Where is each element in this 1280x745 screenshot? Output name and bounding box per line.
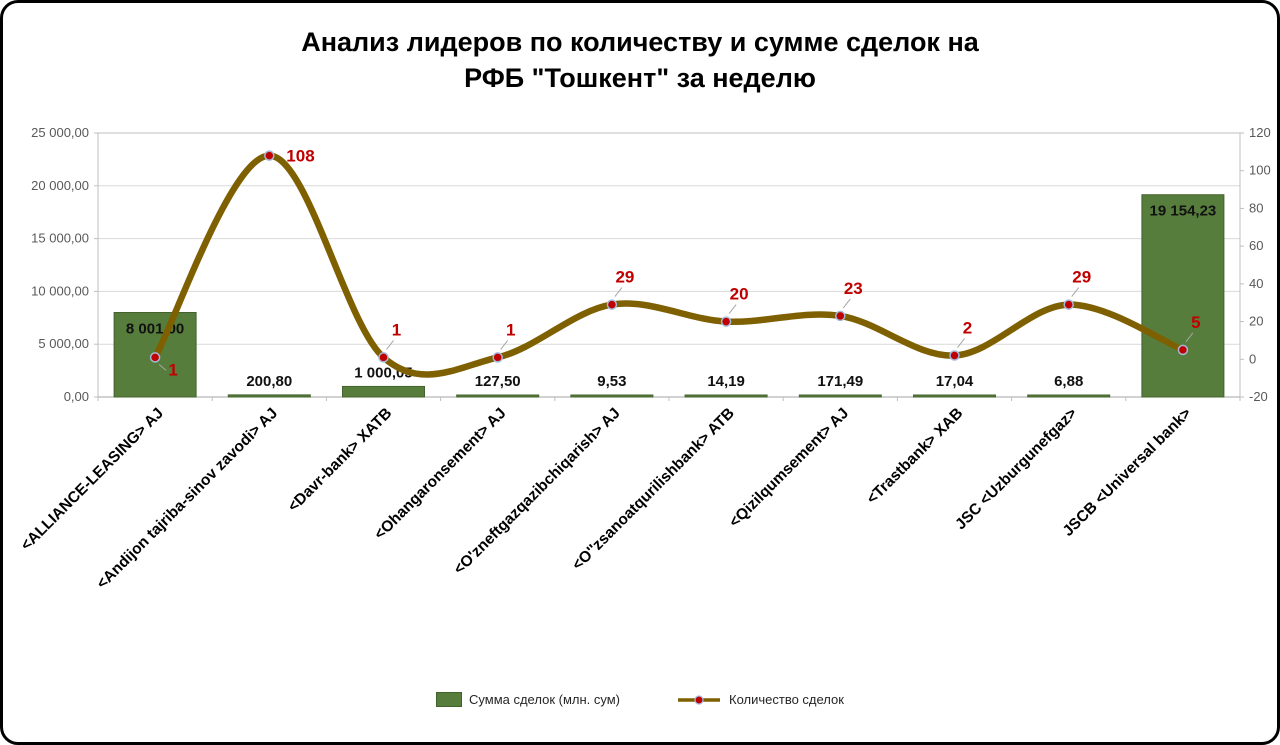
chart-title-line1: Анализ лидеров по количеству и сумме сде… bbox=[301, 27, 979, 57]
chart-canvas: 0,00 5 000,00 10 000,00 15 000,00 20 000,00 2… bbox=[18, 125, 1271, 593]
y-axis-tick-label-right: 120 bbox=[1249, 125, 1271, 140]
label-leader-line bbox=[386, 340, 394, 350]
y-axis-tick-label-right: 60 bbox=[1249, 238, 1263, 253]
chart-title: Анализ лидеров по количеству и сумме сде… bbox=[3, 25, 1277, 96]
y-axis-tick-label-left: 15 000,00 bbox=[31, 231, 89, 246]
label-leader-line bbox=[957, 338, 965, 349]
line-value-label: 2 bbox=[963, 319, 972, 338]
bar-value-label: 171,49 bbox=[817, 373, 863, 390]
y-axis-tick-label-right: -20 bbox=[1249, 389, 1268, 404]
line-marker bbox=[1063, 299, 1074, 311]
label-leader-line bbox=[500, 340, 509, 350]
label-leader-line bbox=[842, 298, 851, 309]
line-marker bbox=[720, 316, 732, 328]
legend-item-count: Количество сделок bbox=[676, 692, 844, 707]
bar bbox=[227, 394, 311, 398]
x-category-label: <Qizilqumsement> AJ bbox=[726, 405, 852, 531]
line-value-label: 20 bbox=[730, 285, 749, 304]
label-leader-line bbox=[728, 304, 737, 315]
y-axis-tick-label-left: 20 000,00 bbox=[31, 178, 89, 193]
bar bbox=[1141, 194, 1225, 398]
y-axis-tick-label-right: 0 bbox=[1249, 352, 1256, 367]
bar-value-label: 14,19 bbox=[707, 373, 745, 390]
chart-title-line2: РФБ "Тошкент" за неделю bbox=[464, 62, 816, 93]
line-value-label: 1 bbox=[506, 321, 515, 340]
x-category-label: <Ohangaronsement> AJ bbox=[371, 405, 509, 543]
line-value-label: 1 bbox=[392, 321, 401, 340]
line-marker bbox=[949, 350, 960, 362]
bar bbox=[570, 394, 654, 398]
legend-bar-swatch bbox=[436, 692, 463, 708]
legend-item-sum: Сумма сделок (млн. сум) bbox=[436, 692, 620, 708]
x-category-label: <Andijon tajriba-sinov zavodi> AJ bbox=[94, 405, 282, 593]
bar bbox=[684, 394, 768, 398]
line-value-label: 108 bbox=[286, 147, 314, 166]
bar-value-label: 19 154,23 bbox=[1150, 203, 1217, 220]
label-leader-line bbox=[158, 364, 167, 372]
bar-value-label: 6,88 bbox=[1054, 373, 1083, 390]
bar-value-label: 127,50 bbox=[475, 373, 521, 390]
label-leader-line bbox=[1185, 332, 1194, 343]
bar-value-label: 17,04 bbox=[936, 373, 974, 390]
bar bbox=[456, 394, 540, 398]
line-marker bbox=[264, 150, 275, 162]
line-marker bbox=[835, 310, 846, 322]
legend-label-sum: Сумма сделок (млн. сум) bbox=[469, 692, 620, 708]
y-axis-tick-label-left: 0,00 bbox=[64, 389, 89, 404]
bar-value-label: 200,80 bbox=[246, 373, 292, 390]
y-axis-tick-label-left: 5 000,00 bbox=[38, 336, 89, 351]
line-marker bbox=[492, 352, 503, 363]
bar bbox=[798, 394, 882, 398]
line-value-label: 29 bbox=[615, 268, 634, 287]
line-marker bbox=[606, 299, 618, 311]
line-marker bbox=[378, 352, 389, 363]
legend-line-swatch bbox=[678, 695, 720, 705]
bar bbox=[1027, 394, 1111, 398]
line-value-label: 29 bbox=[1072, 268, 1091, 287]
x-category-label: <Davr-bank> XATB bbox=[285, 405, 395, 515]
y-axis-tick-label-right: 80 bbox=[1249, 201, 1263, 216]
plot-border bbox=[97, 132, 1241, 398]
legend: Сумма сделок (млн. сум) Количество сдело… bbox=[3, 692, 1277, 708]
y-axis-tick-label-left: 25 000,00 bbox=[31, 125, 89, 140]
x-category-label: JSC <Uzburgunefgaz> bbox=[952, 405, 1080, 533]
label-leader-line bbox=[614, 287, 623, 298]
line-series bbox=[151, 152, 1187, 378]
bar bbox=[913, 394, 996, 398]
y-axis-tick-label-right: 40 bbox=[1249, 276, 1263, 291]
legend-marker-icon bbox=[694, 695, 704, 705]
line-value-label: 1 bbox=[168, 361, 177, 380]
label-leader-line bbox=[1071, 287, 1080, 298]
x-category-label: <Trastbank> XAB bbox=[864, 405, 967, 508]
line-marker bbox=[149, 352, 161, 363]
line-marker bbox=[1177, 344, 1189, 356]
bar-value-label: 8 001,00 bbox=[126, 321, 184, 338]
y-axis-tick-label-right: 100 bbox=[1249, 163, 1271, 178]
x-category-label: JSCB <Universal bank> bbox=[1060, 405, 1195, 540]
y-axis-tick-label-left: 10 000,00 bbox=[31, 284, 89, 299]
bar bbox=[342, 386, 425, 398]
legend-label-count: Количество сделок bbox=[729, 692, 844, 708]
bar-value-label: 9,53 bbox=[597, 373, 626, 390]
line-value-label: 23 bbox=[844, 279, 863, 298]
y-axis-tick-label-right: 20 bbox=[1249, 314, 1263, 329]
line-value-label: 5 bbox=[1191, 313, 1200, 332]
